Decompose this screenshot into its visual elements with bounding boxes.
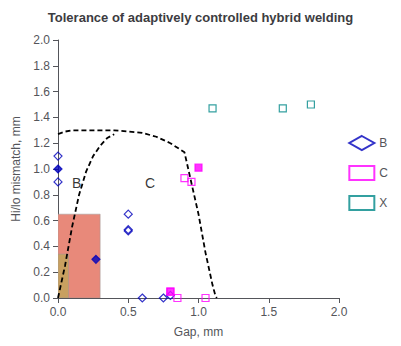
svg-text:1.0: 1.0: [33, 162, 50, 176]
svg-text:0.4: 0.4: [33, 239, 50, 253]
svg-text:Gap, mm: Gap, mm: [174, 325, 223, 339]
svg-text:B: B: [72, 175, 81, 191]
svg-text:C: C: [379, 166, 388, 180]
svg-text:Tolerance of adaptively contro: Tolerance of adaptively controlled hybri…: [48, 10, 353, 25]
svg-text:B: B: [379, 136, 387, 150]
svg-text:C: C: [145, 175, 155, 191]
svg-text:2.0: 2.0: [33, 33, 50, 47]
svg-text:X: X: [379, 196, 387, 210]
svg-text:0.6: 0.6: [33, 214, 50, 228]
svg-text:0.2: 0.2: [33, 265, 50, 279]
svg-text:1.4: 1.4: [33, 110, 50, 124]
svg-text:1.2: 1.2: [33, 136, 50, 150]
svg-text:Hi/lo mismatch, mm: Hi/lo mismatch, mm: [9, 116, 23, 221]
svg-text:0.0: 0.0: [50, 305, 67, 319]
svg-text:1.8: 1.8: [33, 59, 50, 73]
svg-text:0.8: 0.8: [33, 188, 50, 202]
svg-text:0.0: 0.0: [33, 291, 50, 305]
svg-text:0.5: 0.5: [120, 305, 137, 319]
svg-text:1.0: 1.0: [190, 305, 207, 319]
svg-text:2.0: 2.0: [331, 305, 348, 319]
svg-text:1.6: 1.6: [33, 85, 50, 99]
svg-text:1.5: 1.5: [260, 305, 277, 319]
